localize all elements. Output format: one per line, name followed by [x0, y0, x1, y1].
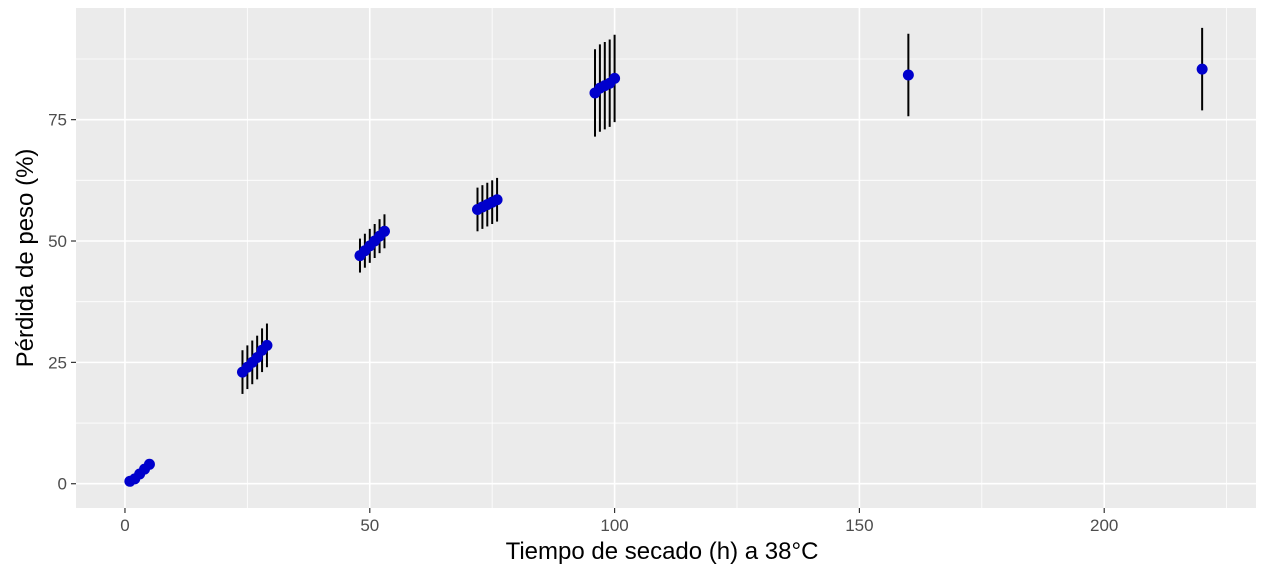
x-tick-label: 0 [120, 516, 129, 535]
y-axis-title: Pérdida de peso (%) [12, 149, 39, 368]
data-point [378, 225, 390, 237]
data-point [261, 339, 273, 351]
x-axis-ticks: 0 50 100 150 200 [120, 508, 1118, 535]
data-point [1196, 63, 1208, 75]
x-tick-label: 50 [360, 516, 379, 535]
y-tick-label: 0 [58, 475, 67, 494]
data-point [143, 458, 155, 470]
data-points [124, 63, 1208, 487]
y-tick-label: 25 [48, 353, 67, 372]
y-axis-ticks: 0 25 50 75 [48, 111, 76, 494]
x-axis-title: Tiempo de secado (h) a 38°C [506, 538, 819, 565]
plot-panel [76, 8, 1256, 508]
x-tick-label: 100 [600, 516, 628, 535]
data-point [902, 69, 914, 81]
y-tick-label: 75 [48, 111, 67, 130]
x-tick-label: 200 [1090, 516, 1118, 535]
data-point [491, 194, 503, 206]
data-point [609, 72, 621, 84]
minor-grid [76, 8, 1256, 508]
y-tick-label: 50 [48, 232, 67, 251]
x-tick-label: 150 [845, 516, 873, 535]
